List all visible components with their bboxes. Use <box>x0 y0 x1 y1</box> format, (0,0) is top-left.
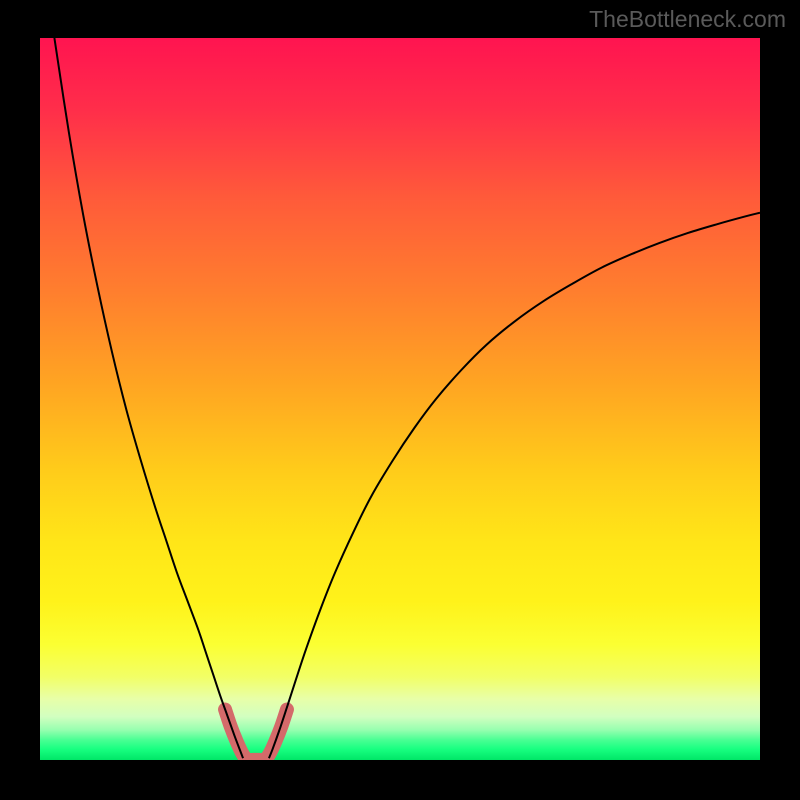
watermark-text: TheBottleneck.com <box>589 6 786 33</box>
plot-background-gradient <box>40 38 760 760</box>
chart-container: TheBottleneck.com <box>0 0 800 800</box>
bottleneck-chart <box>0 0 800 800</box>
